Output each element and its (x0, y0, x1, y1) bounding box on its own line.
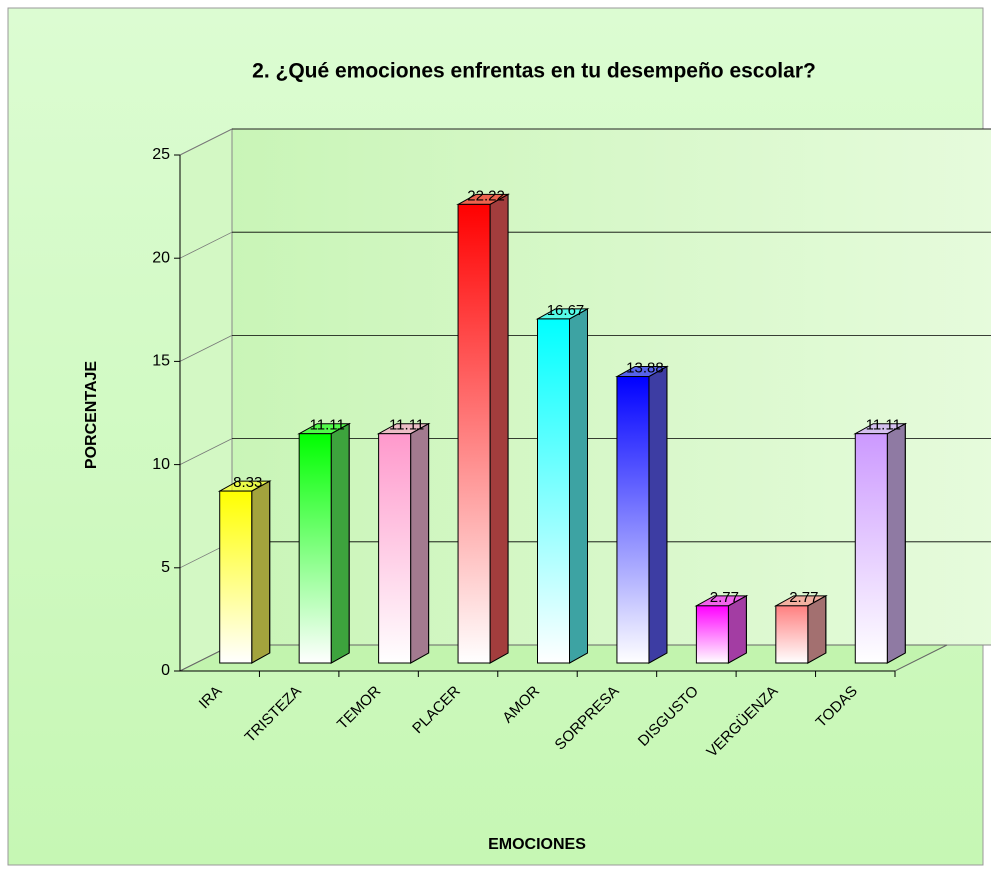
bar-group (217, 480, 272, 664)
y-tick-label: 20 (152, 249, 170, 266)
value-label: 11.11 (389, 417, 424, 434)
value-label: 8.33 (233, 474, 262, 491)
bar (457, 203, 491, 664)
grid-line-side (179, 335, 233, 362)
grid-line-side (179, 231, 233, 259)
bar (616, 376, 650, 664)
value-label: 2.77 (710, 589, 739, 606)
bar-group (376, 422, 431, 664)
y-axis-label: PORCENTAJE (83, 361, 100, 469)
y-tick-label: 25 (152, 146, 170, 163)
bar-side-shade (886, 422, 906, 664)
bar-side-shade (569, 308, 588, 664)
bar (695, 605, 729, 664)
bar-side-shade (807, 594, 827, 664)
bar-group (615, 365, 669, 664)
grid-line-side (179, 438, 233, 465)
value-label: 11.11 (866, 417, 901, 434)
y-tick-label: 5 (161, 559, 170, 576)
value-label: 13.88 (626, 359, 664, 376)
bar-group (297, 422, 352, 664)
bar-side-shade (330, 422, 350, 664)
bar (219, 490, 253, 664)
bar-side-shade (727, 594, 747, 664)
bar (378, 433, 412, 664)
bar-side-shade (489, 193, 509, 664)
value-label: 2.77 (789, 589, 818, 606)
bar (854, 433, 888, 664)
value-label: 16.67 (547, 302, 585, 319)
bar-side-shade (251, 480, 271, 664)
y-tick-label: 0 (161, 662, 170, 679)
bar-side-shade (648, 365, 668, 664)
bar (537, 318, 570, 664)
bar-group (456, 193, 510, 664)
bar-group (694, 594, 749, 664)
bar-group (773, 594, 828, 664)
bar-side-shade (410, 422, 430, 664)
bar-group (535, 308, 590, 664)
value-label: 11.11 (310, 417, 345, 434)
value-label: 22.22 (467, 187, 505, 204)
bar-group (853, 422, 908, 664)
grid-line-side (179, 128, 233, 156)
y-tick-label: 15 (152, 353, 170, 370)
x-axis-label: EMOCIONES (488, 836, 586, 853)
bar (298, 433, 332, 664)
y-tick-label: 10 (152, 456, 170, 473)
chart-title: 2. ¿Qué emociones enfrentas en tu desemp… (252, 60, 816, 83)
bar (775, 605, 809, 664)
